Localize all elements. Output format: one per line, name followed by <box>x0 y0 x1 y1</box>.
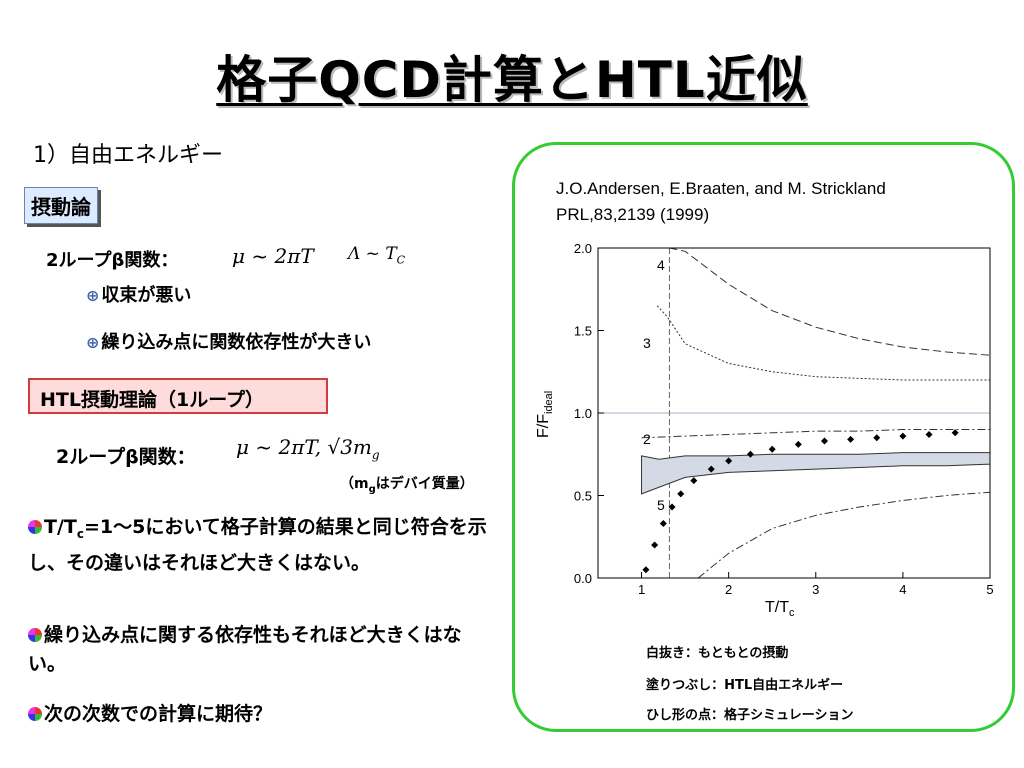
bullet-renorm-text: 繰り込み点に関数依存性が大きい <box>101 332 372 353</box>
formula-mu-2-text: μ ~ 2πT, √3m <box>236 435 372 459</box>
figure-frame <box>512 142 1015 732</box>
series-line-3 <box>656 305 990 381</box>
debye-note: （mgはデバイ質量） <box>340 473 474 495</box>
lattice-point <box>668 503 676 511</box>
lattice-point <box>651 541 659 549</box>
y-tick-label: 0.5 <box>574 489 592 504</box>
y-axis-label: F/Fideal <box>535 391 555 438</box>
para1-sub: c <box>76 526 84 541</box>
beta-label-2: 2ループβ関数： <box>56 446 196 468</box>
section-heading: 1）自由エネルギー <box>33 143 223 168</box>
htl-box: HTL摂動理論（1ループ） <box>28 378 328 414</box>
lattice-point <box>794 440 802 448</box>
gem-bullet-icon <box>28 707 42 721</box>
formula-mu-2-sub: g <box>371 448 380 462</box>
para3-text: 次の次数での計算に期待？ <box>44 703 273 725</box>
htl-band <box>641 452 991 495</box>
beta-label-1: 2ループβ関数： <box>46 250 179 271</box>
para2-text: 繰り込み点に関する依存性もそれほど大きくはない。 <box>28 624 462 675</box>
formula-mu-2: μ ~ 2πT, √3mg <box>236 435 380 462</box>
free-energy-chart: 1 2 3 4 5 0.0 0.5 1.0 1.5 2.0 4 3 2 5 T/Tc F/Fide… <box>535 241 994 619</box>
y-axis-label-sub: ideal <box>543 391 555 414</box>
paragraph-3: 次の次数での計算に期待？ <box>28 700 498 729</box>
lattice-point <box>642 566 650 574</box>
curve-label-4: 4 <box>657 257 665 273</box>
caption-diamond: ひし形の点：格子シミュレーション <box>646 708 854 723</box>
curve-label-2: 2 <box>643 431 651 447</box>
lattice-point <box>690 477 698 485</box>
lattice-point <box>725 457 733 465</box>
reference-line-2: PRL,83,2139 (1999) <box>556 205 710 224</box>
reference: J.O.Andersen, E.Braaten, and M. Strickla… <box>556 176 886 228</box>
debye-note-post: はデバイ質量） <box>375 476 474 492</box>
beta-line-2: 2ループβ関数： <box>56 442 196 469</box>
bullet-convergence-text: 収束が悪い <box>101 285 192 306</box>
series-line-2 <box>641 429 990 439</box>
x-axis-label-text: T/T <box>765 599 789 616</box>
lattice-point <box>899 432 907 440</box>
crosshair-icon: ⊕ <box>86 333 100 352</box>
lattice-point <box>820 437 828 445</box>
x-tick-label: 3 <box>812 582 819 597</box>
slide-title: 格子QCD計算とHTL近似 <box>216 51 808 109</box>
caption-filled: 塗りつぶし：HTL自由エネルギー <box>646 678 844 693</box>
series-line-5 <box>697 491 991 579</box>
formula-lambda-text: Λ ~ T <box>348 244 397 264</box>
chart-series <box>641 247 991 579</box>
formula-lambda-sub: C <box>396 253 406 267</box>
lattice-point <box>659 520 667 528</box>
gem-bullet-icon <box>28 520 42 534</box>
gem-bullet-icon <box>28 628 42 642</box>
paragraph-2: 繰り込み点に関する依存性もそれほど大きくはない。 <box>28 621 498 679</box>
perturbation-box: 摂動論 <box>24 187 98 224</box>
lattice-point <box>951 429 959 437</box>
y-tick-label: 2.0 <box>574 241 592 256</box>
y-tick-label: 1.0 <box>574 406 592 421</box>
y-tick-label: 0.0 <box>574 571 592 586</box>
y-axis-label-text: F/F <box>535 414 552 438</box>
chart-markers <box>642 429 959 574</box>
bullet-renorm: ⊕ 繰り込み点に関数依存性が大きい <box>86 328 371 354</box>
lattice-point <box>677 490 685 498</box>
curve-label-5: 5 <box>657 497 665 513</box>
crosshair-icon: ⊕ <box>86 286 100 305</box>
para1-post: =1～5において格子計算の結果と同じ符合を示し、その違いはそれほど大きくはない。 <box>28 516 487 574</box>
formula-lambda: Λ ~ TC <box>348 244 405 266</box>
lattice-point <box>746 450 754 458</box>
caption-hollow: 白抜き：もともとの摂動 <box>646 646 789 661</box>
x-axis-label-sub: c <box>789 607 795 619</box>
formula-mu-1: μ ~ 2πT <box>232 244 314 268</box>
x-tick-label: 4 <box>899 582 906 597</box>
debye-note-pre: （m <box>340 476 369 492</box>
bullet-convergence: ⊕ 収束が悪い <box>86 281 191 307</box>
para1-pre: T/T <box>44 516 77 538</box>
y-tick-label: 1.5 <box>574 324 592 339</box>
series-line-4 <box>669 247 991 356</box>
paragraph-1: T/Tc=1～5において格子計算の結果と同じ符合を示し、その違いはそれほど大きく… <box>28 513 498 578</box>
chart-grid <box>598 248 990 578</box>
debye-note-sub: g <box>368 483 376 495</box>
curve-label-3: 3 <box>643 335 651 351</box>
lattice-point <box>847 435 855 443</box>
beta-line-1: 2ループβ関数： <box>46 246 178 272</box>
x-tick-label: 1 <box>638 582 645 597</box>
chart-ticks: 1 2 3 4 5 0.0 0.5 1.0 1.5 2.0 <box>574 241 994 597</box>
x-tick-label: 2 <box>725 582 732 597</box>
x-tick-label: 5 <box>986 582 993 597</box>
reference-line-1: J.O.Andersen, E.Braaten, and M. Strickla… <box>556 179 886 198</box>
lattice-point <box>873 434 881 442</box>
x-axis-label: T/Tc <box>765 599 795 619</box>
lattice-point <box>925 430 933 438</box>
lattice-point <box>707 465 715 473</box>
lattice-point <box>768 445 776 453</box>
